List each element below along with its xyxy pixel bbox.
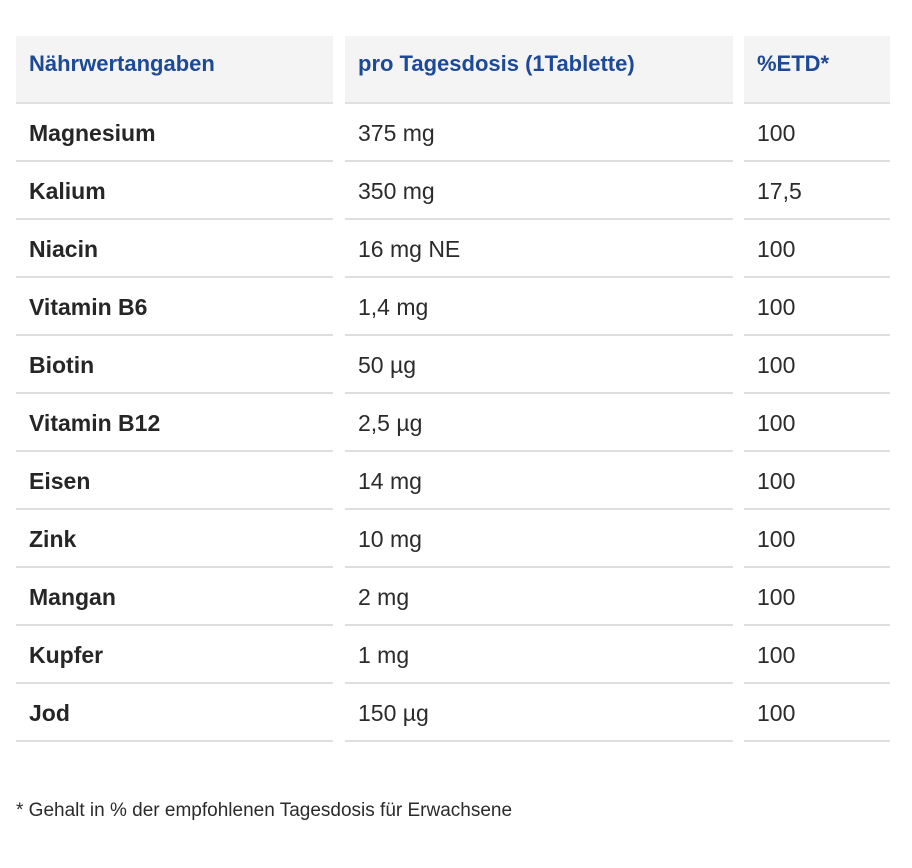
etd-percent-cell: 100	[744, 568, 890, 626]
etd-percent-cell: 100	[744, 394, 890, 452]
nutrient-name-cell: Zink	[16, 510, 333, 568]
nutrient-name-cell: Niacin	[16, 220, 333, 278]
etd-percent-cell: 100	[744, 510, 890, 568]
column-pro-tagesdosis: pro Tagesdosis (1Tablette) 375 mg 350 mg…	[345, 36, 733, 742]
etd-percent-cell: 100	[744, 220, 890, 278]
column-naehrwertangaben: Nährwertangaben Magnesium Kalium Niacin …	[16, 36, 333, 742]
nutrient-name-cell: Mangan	[16, 568, 333, 626]
etd-percent-cell: 100	[744, 278, 890, 336]
dose-cell: 350 mg	[345, 162, 733, 220]
dose-cell: 1 mg	[345, 626, 733, 684]
nutrient-name-cell: Vitamin B12	[16, 394, 333, 452]
nutrient-name-cell: Vitamin B6	[16, 278, 333, 336]
header-cell-naehrwertangaben: Nährwertangaben	[16, 36, 333, 104]
etd-percent-cell: 100	[744, 336, 890, 394]
dose-cell: 16 mg NE	[345, 220, 733, 278]
header-cell-pro-tagesdosis: pro Tagesdosis (1Tablette)	[345, 36, 733, 104]
nutrient-name-cell: Biotin	[16, 336, 333, 394]
etd-percent-cell: 100	[744, 684, 890, 742]
nutrient-name-cell: Magnesium	[16, 104, 333, 162]
etd-percent-cell: 100	[744, 626, 890, 684]
dose-cell: 50 µg	[345, 336, 733, 394]
dose-cell: 2,5 µg	[345, 394, 733, 452]
header-cell-etd: %ETD*	[744, 36, 890, 104]
dose-cell: 150 µg	[345, 684, 733, 742]
dose-cell: 14 mg	[345, 452, 733, 510]
nutrient-name-cell: Jod	[16, 684, 333, 742]
footnote: * Gehalt in % der empfohlenen Tagesdosis…	[16, 800, 513, 821]
etd-percent-cell: 100	[744, 452, 890, 510]
nutrient-name-cell: Eisen	[16, 452, 333, 510]
dose-cell: 1,4 mg	[345, 278, 733, 336]
column-etd: %ETD* 100 17,5 100 100 100 100 100 100 1…	[744, 36, 890, 742]
dose-cell: 10 mg	[345, 510, 733, 568]
etd-percent-cell: 100	[744, 104, 890, 162]
dose-cell: 375 mg	[345, 104, 733, 162]
dose-cell: 2 mg	[345, 568, 733, 626]
nutrient-name-cell: Kupfer	[16, 626, 333, 684]
nutrient-name-cell: Kalium	[16, 162, 333, 220]
etd-percent-cell: 17,5	[744, 162, 890, 220]
